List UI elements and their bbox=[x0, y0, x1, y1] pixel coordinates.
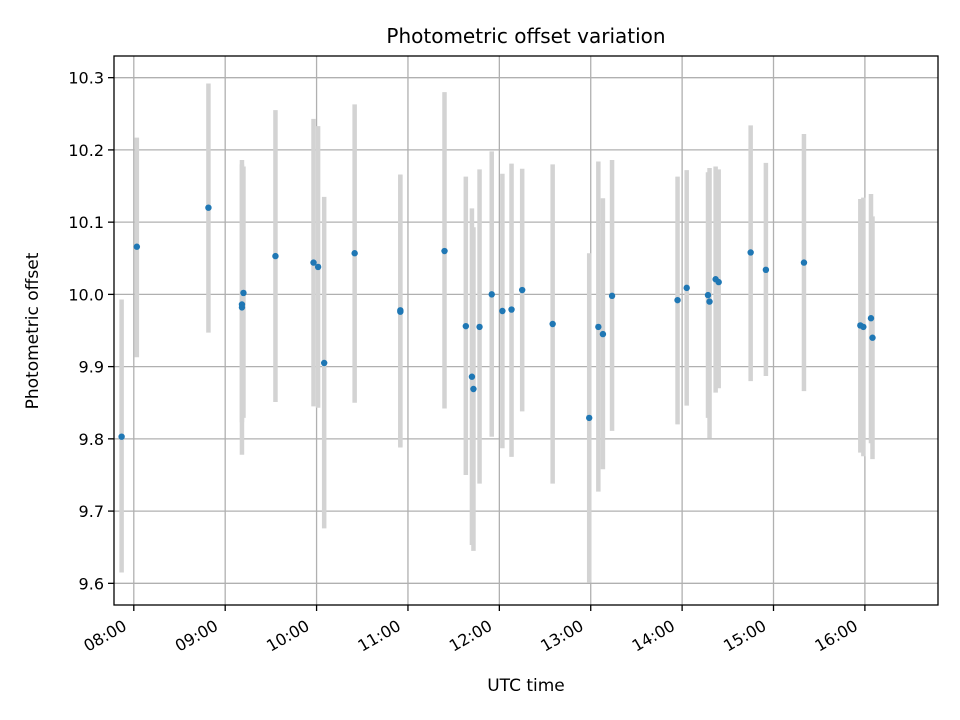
data-point bbox=[240, 289, 247, 297]
data-point bbox=[488, 291, 495, 298]
data-point bbox=[205, 204, 212, 211]
y-axis: 9.6 9.7 9.8 9.9 10.0 10.1 10.2 10.3 bbox=[68, 69, 114, 593]
data-point bbox=[310, 259, 317, 266]
data-point bbox=[508, 306, 515, 313]
data-point bbox=[549, 320, 556, 328]
data-point bbox=[238, 304, 246, 311]
data-point bbox=[683, 284, 690, 292]
data-point bbox=[715, 278, 722, 286]
y-tick-label: 9.8 bbox=[79, 430, 104, 449]
data-point bbox=[133, 243, 141, 250]
y-tick-label: 10.3 bbox=[68, 69, 104, 88]
data-point bbox=[762, 266, 770, 274]
data-point bbox=[599, 330, 607, 338]
data-point bbox=[441, 247, 448, 255]
chart-title: Photometric offset variation bbox=[386, 24, 665, 48]
data-point bbox=[674, 296, 681, 304]
data-point bbox=[499, 307, 506, 315]
y-tick-label: 9.7 bbox=[79, 502, 104, 521]
y-tick-label: 10.0 bbox=[68, 285, 104, 304]
data-point bbox=[518, 286, 526, 294]
data-point bbox=[706, 298, 713, 305]
data-points bbox=[118, 204, 876, 440]
data-point bbox=[320, 359, 328, 367]
x-axis-label: UTC time bbox=[487, 676, 565, 696]
y-tick-label: 10.1 bbox=[68, 213, 104, 232]
data-point bbox=[314, 263, 322, 271]
data-point bbox=[468, 373, 476, 380]
y-tick-label: 9.6 bbox=[79, 574, 104, 593]
data-point bbox=[470, 385, 477, 393]
plot-frame bbox=[113, 55, 939, 606]
data-point bbox=[869, 334, 876, 341]
data-point bbox=[867, 315, 875, 322]
data-point bbox=[704, 291, 712, 299]
data-point bbox=[608, 292, 616, 300]
data-point bbox=[118, 433, 125, 440]
data-point bbox=[272, 252, 279, 260]
data-point bbox=[595, 323, 602, 331]
data-point bbox=[397, 307, 404, 314]
data-point bbox=[476, 323, 483, 331]
y-tick-label: 10.2 bbox=[68, 141, 104, 160]
y-tick-label: 9.9 bbox=[79, 358, 104, 377]
data-point bbox=[860, 323, 867, 331]
data-point bbox=[586, 414, 593, 422]
data-point bbox=[800, 259, 808, 266]
data-point bbox=[462, 322, 470, 330]
data-point bbox=[747, 249, 754, 256]
y-axis-label: Photometric offset bbox=[23, 252, 43, 409]
data-point bbox=[351, 250, 358, 257]
